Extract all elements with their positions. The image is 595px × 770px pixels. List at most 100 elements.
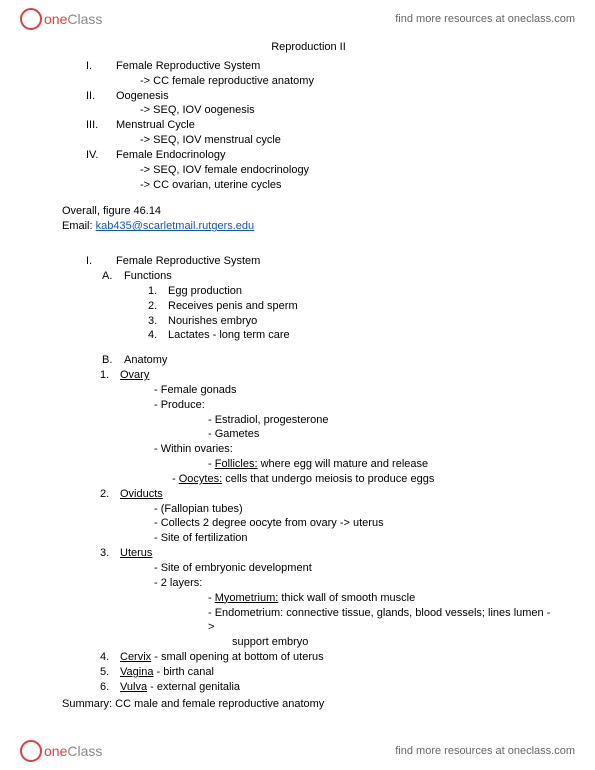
page-header: oneClass find more resources at oneclass… xyxy=(0,0,595,38)
outline-arrow: -> SEQ, IOV female endocrinology xyxy=(140,163,555,178)
footer-tagline: find more resources at oneclass.com xyxy=(395,745,575,757)
bullet: - Female gonads xyxy=(154,383,555,398)
anatomy-item: 1.Ovary xyxy=(100,368,555,383)
anat-name: Uterus xyxy=(120,546,152,561)
bullet: - Within ovaries: xyxy=(154,442,555,457)
list-item: Receives penis and sperm xyxy=(168,299,298,314)
subsection-a: A.Functions xyxy=(102,269,555,284)
anatomy-item: 4.Cervix - small opening at bottom of ut… xyxy=(100,650,555,665)
anatomy-item: 2.Oviducts xyxy=(100,487,555,502)
anat-name: Oviducts xyxy=(120,487,163,502)
brand-logo: oneClass xyxy=(20,8,102,30)
brand-logo: oneClass xyxy=(20,740,102,762)
logo-circle-icon xyxy=(20,8,42,30)
outline-arrow: -> CC female reproductive anatomy xyxy=(140,74,555,89)
anat-rest: - birth canal xyxy=(153,666,214,678)
anat-num: 2. xyxy=(100,487,120,502)
anat-rest: - external genitalia xyxy=(147,681,240,693)
outline-num: IV. xyxy=(86,148,116,163)
outline-label: Female Endocrinology xyxy=(116,148,225,163)
page-title: Reproduction II xyxy=(62,40,555,55)
brand-text: oneClass xyxy=(44,11,102,27)
bullet: - Endometrium: connective tissue, glands… xyxy=(208,606,555,636)
sub-label: Anatomy xyxy=(124,353,167,368)
bullet: - Oocytes: cells that undergo meiosis to… xyxy=(172,472,555,487)
list-num: 1. xyxy=(148,284,168,299)
bullet-pre: - xyxy=(208,592,215,604)
bullet-post: cells that undergo meiosis to produce eg… xyxy=(222,473,434,485)
email-link[interactable]: kab435@scarletmail.rutgers.edu xyxy=(96,220,255,232)
outline-num: III. xyxy=(86,118,116,133)
bullet: - Collects 2 degree oocyte from ovary ->… xyxy=(154,516,555,531)
brand-text: oneClass xyxy=(44,743,102,759)
bullet: - Gametes xyxy=(208,427,555,442)
anat-name: Cervix xyxy=(120,651,151,663)
anat-num: 5. xyxy=(100,665,120,680)
list-item: Egg production xyxy=(168,284,242,299)
bullet: - (Fallopian tubes) xyxy=(154,502,555,517)
document-body: Reproduction II I.Female Reproductive Sy… xyxy=(62,40,555,730)
section-i: I.Female Reproductive System xyxy=(86,254,555,269)
bullet: - Site of fertilization xyxy=(154,531,555,546)
section-num: I. xyxy=(86,254,116,269)
list-num: 3. xyxy=(148,314,168,329)
list-item: Lactates - long term care xyxy=(168,328,290,343)
anat-name: Vagina xyxy=(120,666,153,678)
bullet-term: Follicles: xyxy=(215,458,258,470)
summary-line: Summary: CC male and female reproductive… xyxy=(62,697,555,712)
bullet-term: Oocytes: xyxy=(179,473,222,485)
header-tagline: find more resources at oneclass.com xyxy=(395,13,575,25)
anatomy-item: 6.Vulva - external genitalia xyxy=(100,680,555,695)
anat-name: Vulva xyxy=(120,681,147,693)
section-label: Female Reproductive System xyxy=(116,254,260,269)
list-num: 2. xyxy=(148,299,168,314)
bullet: - Produce: xyxy=(154,398,555,413)
anat-rest: - small opening at bottom of uterus xyxy=(151,651,323,663)
bullet: - Site of embryonic development xyxy=(154,561,555,576)
overall-line: Overall, figure 46.14 xyxy=(62,204,555,219)
brand-class: Class xyxy=(67,743,102,759)
bullet-post: thick wall of smooth muscle xyxy=(278,592,415,604)
outline-arrow: -> SEQ, IOV menstrual cycle xyxy=(140,133,555,148)
bullet-post: where egg will mature and release xyxy=(258,458,429,470)
bullet: - 2 layers: xyxy=(154,576,555,591)
anatomy-item: 5.Vagina - birth canal xyxy=(100,665,555,680)
logo-circle-icon xyxy=(20,740,42,762)
email-label: Email: xyxy=(62,220,96,232)
outline-list: I.Female Reproductive System -> CC femal… xyxy=(86,59,555,193)
list-num: 4. xyxy=(148,328,168,343)
sub-letter: A. xyxy=(102,269,124,284)
outline-label: Oogenesis xyxy=(116,89,169,104)
outline-arrow: -> SEQ, IOV oogenesis xyxy=(140,103,555,118)
anat-line: Cervix - small opening at bottom of uter… xyxy=(120,650,324,665)
outline-label: Female Reproductive System xyxy=(116,59,260,74)
brand-class: Class xyxy=(67,11,102,27)
anatomy-item: 3.Uterus xyxy=(100,546,555,561)
list-item: Nourishes embryo xyxy=(168,314,257,329)
sub-letter: B. xyxy=(102,353,124,368)
anat-line: Vulva - external genitalia xyxy=(120,680,240,695)
bullet: - Estradiol, progesterone xyxy=(208,413,555,428)
brand-one: one xyxy=(44,743,67,759)
bullet: - Myometrium: thick wall of smooth muscl… xyxy=(208,591,555,606)
outline-num: II. xyxy=(86,89,116,104)
page-footer: oneClass find more resources at oneclass… xyxy=(0,732,595,770)
outline-num: I. xyxy=(86,59,116,74)
functions-list: 1.Egg production 2.Receives penis and sp… xyxy=(148,284,555,343)
anat-num: 3. xyxy=(100,546,120,561)
sub-label: Functions xyxy=(124,269,172,284)
anat-num: 6. xyxy=(100,680,120,695)
outline-arrow: -> CC ovarian, uterine cycles xyxy=(140,178,555,193)
bullet-pre: - xyxy=(172,473,179,485)
bullet-pre: - xyxy=(208,458,215,470)
outline-label: Menstrual Cycle xyxy=(116,118,195,133)
bullet-cont: support embryo xyxy=(232,635,555,650)
bullet: - Follicles: where egg will mature and r… xyxy=(208,457,555,472)
email-line: Email: kab435@scarletmail.rutgers.edu xyxy=(62,219,555,234)
bullet-term: Myometrium: xyxy=(215,592,279,604)
brand-one: one xyxy=(44,11,67,27)
anat-num: 1. xyxy=(100,368,120,383)
anat-name: Ovary xyxy=(120,368,149,383)
anat-num: 4. xyxy=(100,650,120,665)
anat-line: Vagina - birth canal xyxy=(120,665,214,680)
